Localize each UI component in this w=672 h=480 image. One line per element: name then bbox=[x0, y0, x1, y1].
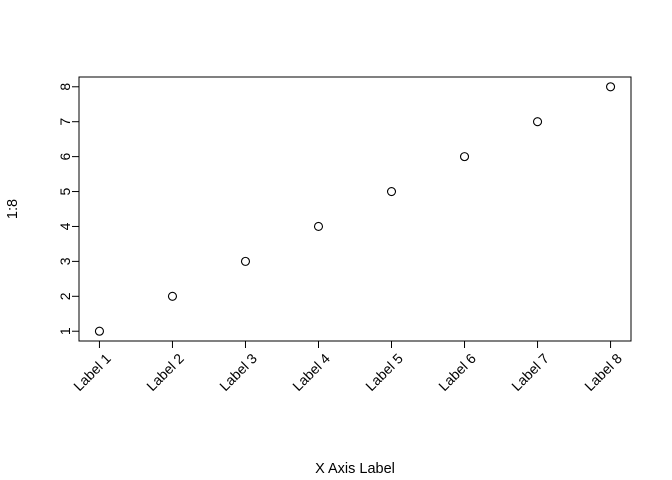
data-point bbox=[532, 117, 543, 127]
x-axis: Label 1 Label 2 Label 3 Label 4 Label 5 Label… bbox=[70, 340, 625, 394]
y-tick-label: 4 bbox=[57, 222, 73, 230]
y-axis: 1 2 3 4 5 6 7 8 bbox=[57, 83, 80, 335]
x-tick-label: Label 7 bbox=[508, 350, 552, 394]
x-tick-label: Label 4 bbox=[289, 350, 333, 394]
y-tick-label: 6 bbox=[57, 153, 73, 161]
y-tick-label: 5 bbox=[57, 187, 73, 195]
x-tick-label: Label 6 bbox=[435, 350, 479, 394]
y-tick-label: 8 bbox=[57, 83, 73, 91]
y-axis-title: 1:8 bbox=[5, 199, 21, 219]
x-tick-label: Label 2 bbox=[143, 350, 187, 394]
y-tick-label: 3 bbox=[57, 257, 73, 265]
y-tick-label: 2 bbox=[57, 292, 73, 300]
y-tick-label: 1 bbox=[57, 327, 73, 335]
data-point bbox=[240, 256, 251, 266]
data-point bbox=[459, 152, 470, 162]
x-tick-label: Label 1 bbox=[70, 350, 114, 394]
x-axis-title: X Axis Label bbox=[315, 461, 395, 477]
data-point bbox=[94, 326, 104, 336]
x-tick-label: Label 8 bbox=[581, 350, 625, 394]
data-point bbox=[167, 291, 178, 301]
x-tick-label: Label 3 bbox=[216, 350, 260, 394]
data-points bbox=[94, 82, 616, 336]
data-point bbox=[606, 82, 616, 92]
data-point bbox=[386, 186, 397, 197]
x-tick-label: Label 5 bbox=[362, 350, 406, 394]
y-tick-label: 7 bbox=[57, 118, 73, 126]
plot-frame bbox=[78, 76, 632, 342]
data-point bbox=[313, 221, 324, 232]
